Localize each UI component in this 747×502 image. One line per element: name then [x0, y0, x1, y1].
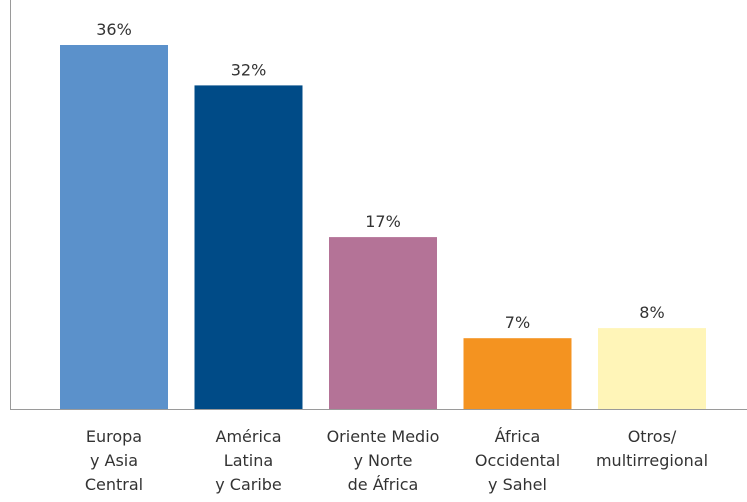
category-labels-group: Europa y Asia Central América Latina y Caribe… [85, 427, 708, 494]
category-label-1-line-1: Latina [224, 451, 273, 470]
bars-group [60, 45, 706, 410]
category-label-2-line-2: de África [348, 475, 419, 494]
bar-1 [194, 85, 303, 410]
value-label-0: 36% [96, 20, 132, 39]
category-label-3-line-2: y Sahel [488, 475, 547, 494]
category-label-1-line-2: y Caribe [215, 475, 282, 494]
bar-2 [329, 237, 437, 409]
bar-3 [463, 338, 572, 409]
value-labels-group: 36% 32% 17% 7% 8% [96, 20, 664, 332]
bar-4 [598, 328, 706, 409]
category-label-0-line-0: Europa [86, 427, 142, 446]
category-label-2-line-0: Oriente Medio [327, 427, 440, 446]
value-label-2: 17% [365, 212, 401, 231]
category-label-2-line-1: y Norte [353, 451, 412, 470]
category-label-1-line-0: América [216, 427, 282, 446]
bar-0 [60, 45, 168, 409]
category-label-4-line-1: multirregional [596, 451, 708, 470]
value-label-1: 32% [231, 60, 267, 79]
value-label-3: 7% [505, 313, 530, 332]
category-label-0-line-1: y Asia [90, 451, 138, 470]
category-label-0-line-2: Central [85, 475, 143, 494]
category-label-3-line-0: África [495, 427, 541, 446]
value-label-4: 8% [639, 303, 664, 322]
category-label-3-line-1: Occidental [475, 451, 560, 470]
category-label-4-line-0: Otros/ [628, 427, 677, 446]
